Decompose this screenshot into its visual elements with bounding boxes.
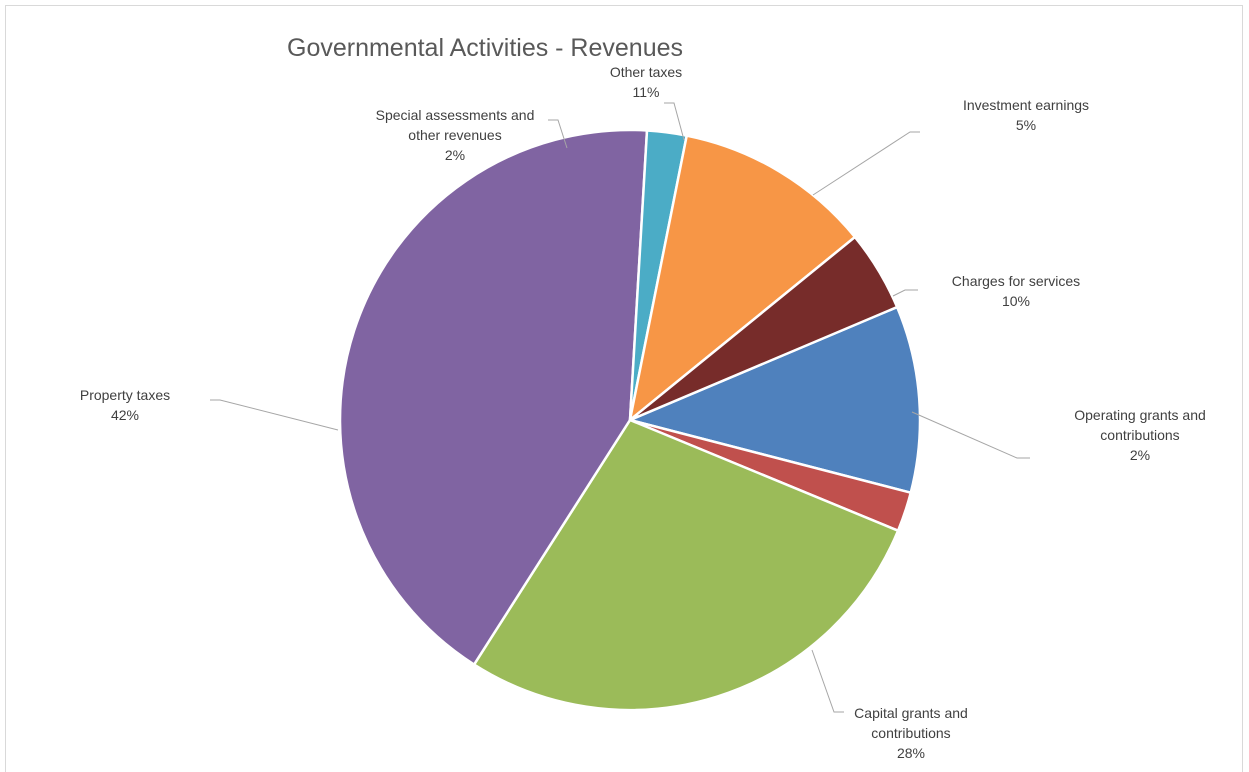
data-label-category: Special assessments and <box>376 107 535 123</box>
data-label-percent: 2% <box>445 147 465 163</box>
leader-line <box>812 131 920 196</box>
data-label-percent: 11% <box>633 84 660 100</box>
data-label-category: Capital grants and <box>854 705 968 721</box>
data-label-category: Operating grants and <box>1074 407 1206 423</box>
leader-line <box>911 411 1030 459</box>
data-label-percent: 28% <box>897 745 925 761</box>
data-labels: Charges for services 10% Operating grants … <box>80 64 1206 761</box>
data-label-percent: 5% <box>1016 117 1036 133</box>
leader-lines <box>210 102 1030 713</box>
pie-slices <box>338 128 922 712</box>
leader-line <box>210 399 339 431</box>
leader-line <box>664 102 685 141</box>
data-label-category: contributions <box>1100 427 1179 443</box>
pie-slice <box>629 235 899 422</box>
pie-slice <box>626 305 922 495</box>
data-label-percent: 10% <box>1002 293 1030 309</box>
data-label-category: other revenues <box>408 127 501 143</box>
data-label-percent: 42% <box>111 407 139 423</box>
pie-slice <box>472 418 900 712</box>
chart-title: Governmental Activities - Revenues <box>287 34 683 62</box>
leader-line <box>548 119 568 149</box>
pie-slice <box>338 128 649 667</box>
data-label-percent: 2% <box>1130 447 1150 463</box>
data-label-category: Other taxes <box>610 64 682 80</box>
data-label-category: Charges for services <box>952 273 1080 289</box>
pie-slice <box>628 134 857 424</box>
data-label-category: contributions <box>871 725 950 741</box>
leader-line <box>892 289 918 297</box>
data-label-category: Property taxes <box>80 387 170 403</box>
leader-line <box>811 649 844 713</box>
data-label-category: Investment earnings <box>963 97 1089 113</box>
